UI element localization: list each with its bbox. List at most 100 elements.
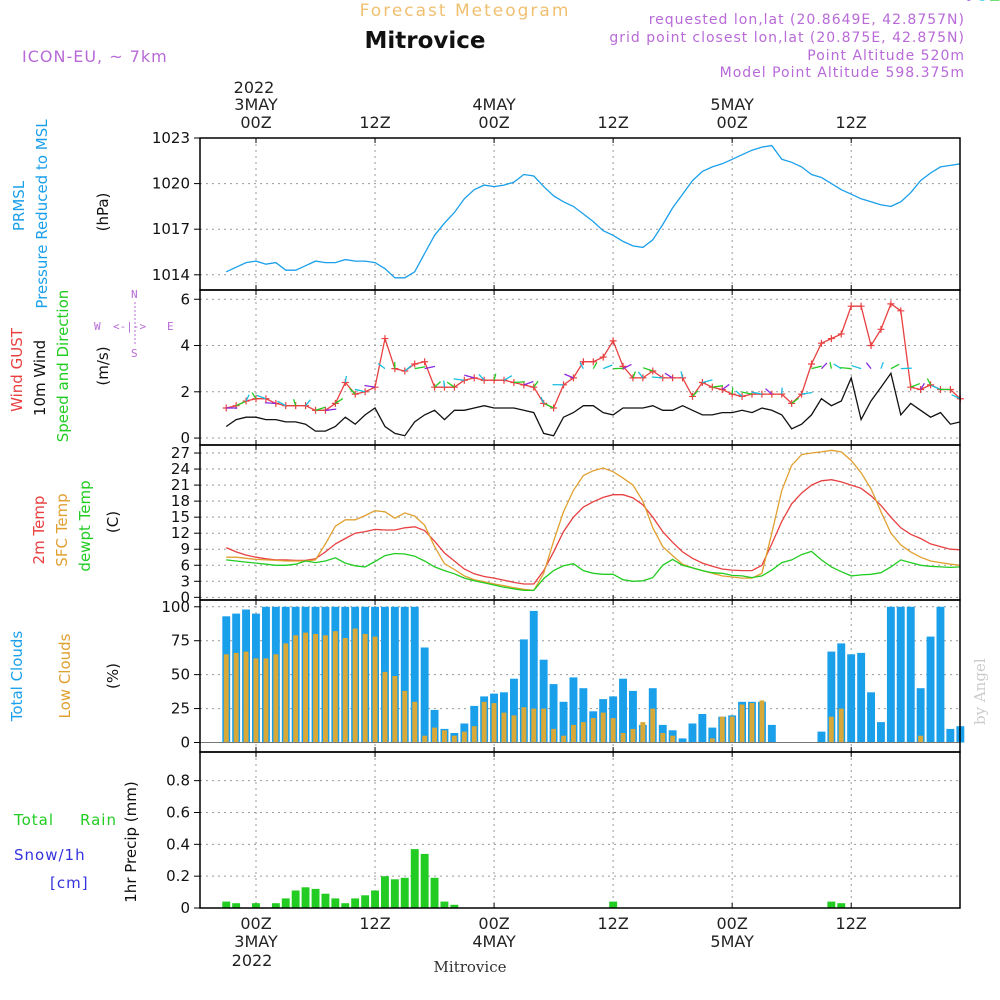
total-rain-bar (341, 903, 350, 908)
temperature-labels: 2m Temp SFC Temp dewpt Temp (C) (30, 480, 122, 571)
low-clouds-bar (253, 658, 259, 743)
low-clouds-bar (233, 652, 239, 743)
pressure-panel: 1014 1017 1020 1023 (152, 129, 961, 291)
total-rain-bar (271, 903, 280, 908)
percent-unit-label: (%) (104, 663, 122, 689)
precip-ytick-label: 0.6 (166, 803, 190, 821)
total-clouds-bar (390, 606, 399, 743)
wind-direction-arrow (354, 388, 366, 393)
wind-direction-arrow (651, 376, 663, 379)
point-altitude: Point Altitude 520m (807, 48, 965, 64)
low-clouds-bar (422, 735, 428, 743)
wind-direction-arrow (325, 408, 337, 411)
compass-rose: W <-|-> E N S (94, 288, 174, 360)
temperature-ytick-label: 0 (180, 588, 190, 606)
total-clouds-bar (877, 722, 885, 743)
cloud-labels: Total Clouds Low Clouds (%) (8, 631, 122, 723)
wind-direction-arrow (801, 391, 813, 395)
total-rain-bar (222, 901, 231, 908)
total-clouds-bar (619, 678, 627, 743)
total-rain-bar (291, 890, 300, 908)
celsius-unit-label: (C) (104, 511, 122, 533)
gust-marker (292, 402, 300, 410)
compass-s: S (131, 347, 138, 360)
low-clouds-bar (223, 654, 229, 743)
gust-marker (867, 342, 875, 350)
rain-label: Rain (80, 811, 117, 829)
top-time-label: 12Z (597, 113, 628, 132)
top-time-label: 00Z (478, 113, 509, 132)
wind-direction-arrow (315, 406, 326, 411)
low-clouds-bar (918, 735, 924, 743)
wind-direction-arrow (692, 390, 699, 397)
gust-marker (817, 339, 825, 347)
bottom-date-label: 3MAY (234, 932, 278, 951)
pressure-ytick-label: 1017 (152, 220, 190, 238)
wind-direction-arrow (564, 373, 574, 379)
wind-direction-arrow (811, 365, 822, 370)
wind-ytick-label: 0 (180, 429, 190, 447)
wind-direction-arrow (637, 371, 644, 379)
wind-direction-arrow (926, 378, 932, 386)
low-clouds-bar (342, 638, 348, 743)
low-clouds-bar (412, 701, 418, 743)
total-clouds-bar (559, 701, 568, 743)
low-clouds-bar (352, 628, 358, 743)
gust-marker (302, 402, 310, 410)
low-clouds-bar (273, 654, 279, 743)
wind-direction-arrow (890, 363, 900, 370)
low-clouds-bar (372, 636, 378, 743)
bottom-time-label: 12Z (836, 914, 867, 933)
wind-direction-arrow (680, 371, 684, 379)
wind-direction-arrow (245, 394, 250, 402)
credit-watermark: by Angel (971, 658, 989, 725)
gust-marker (897, 307, 905, 315)
total-clouds-bar (529, 610, 538, 743)
wind-direction-arrow (533, 380, 539, 388)
gust-marker (480, 376, 488, 384)
wind-ytick-label: 2 (180, 383, 190, 401)
location-title: Mitrovice (364, 28, 485, 54)
low-clouds-bar (491, 703, 497, 743)
low-clouds-bar (660, 733, 666, 743)
precip-ytick-label: 0.2 (166, 867, 190, 885)
low-clouds-bar (600, 712, 606, 743)
dewpt-temp-line (226, 550, 961, 592)
wind-direction-arrow (513, 381, 525, 384)
total-clouds-bar (629, 690, 637, 743)
pressure-ytick-label: 1014 (152, 266, 190, 284)
top-time-label: 00Z (716, 113, 747, 132)
wind-direction-arrow (820, 362, 828, 370)
wind-direction-arrow (349, 387, 356, 395)
wind-gust-label: Wind GUST (8, 327, 26, 412)
total-rain-bar (371, 890, 379, 908)
wind-direction-arrow (751, 391, 763, 395)
wind-direction-arrow (344, 375, 348, 383)
precip-ytick-label: 0.8 (166, 772, 190, 790)
wind-direction-arrow (277, 400, 287, 407)
low-clouds-bar (501, 712, 507, 743)
low-clouds-bar (670, 735, 676, 743)
total-clouds-bar (470, 705, 479, 743)
total-clouds-bar (579, 688, 588, 743)
gust-marker (609, 337, 617, 345)
bottom-time-label: 00Z (716, 914, 747, 933)
clouds-ytick-label: 75 (171, 632, 190, 650)
gust-marker (500, 376, 508, 384)
total-clouds-bar (886, 606, 895, 743)
low-clouds-bar (650, 708, 656, 743)
total-rain-bar (430, 877, 439, 908)
wind-direction-arrow (264, 402, 276, 405)
low-clouds-bar (620, 733, 626, 743)
top-year-label: 2022 (234, 78, 275, 97)
total-clouds-bar (857, 652, 866, 743)
total-clouds-bar (708, 727, 717, 743)
total-clouds-bar (767, 724, 776, 743)
low-clouds-bar (313, 633, 318, 743)
wind-direction-arrow (443, 380, 446, 388)
wind-direction-arrow (335, 397, 344, 404)
wind-panel: 0 2 4 6 (180, 0, 1000, 447)
low-clouds-bar (610, 718, 616, 743)
gust-marker (520, 381, 528, 389)
wind-labels: Wind GUST 10m Wind Speed and Direction (… (8, 288, 174, 442)
